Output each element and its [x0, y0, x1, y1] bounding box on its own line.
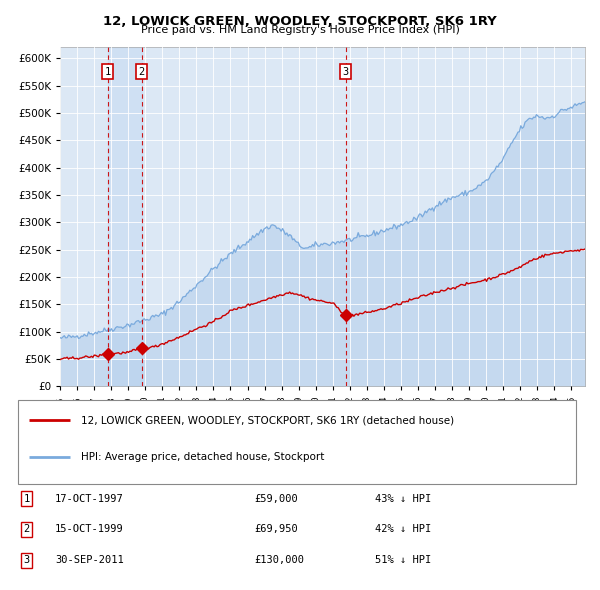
- Text: 2: 2: [23, 525, 29, 535]
- FancyBboxPatch shape: [18, 400, 577, 484]
- Text: 12, LOWICK GREEN, WOODLEY, STOCKPORT, SK6 1RY: 12, LOWICK GREEN, WOODLEY, STOCKPORT, SK…: [103, 15, 497, 28]
- Text: Price paid vs. HM Land Registry's House Price Index (HPI): Price paid vs. HM Land Registry's House …: [140, 25, 460, 35]
- Bar: [107, 47, 142, 386]
- Text: £130,000: £130,000: [254, 555, 304, 565]
- Text: 3: 3: [23, 555, 29, 565]
- Text: 43% ↓ HPI: 43% ↓ HPI: [375, 494, 431, 504]
- Text: £69,950: £69,950: [254, 525, 298, 535]
- Text: 15-OCT-1999: 15-OCT-1999: [55, 525, 124, 535]
- Text: 17-OCT-1997: 17-OCT-1997: [55, 494, 124, 504]
- Text: 12, LOWICK GREEN, WOODLEY, STOCKPORT, SK6 1RY (detached house): 12, LOWICK GREEN, WOODLEY, STOCKPORT, SK…: [81, 415, 454, 425]
- Text: 51% ↓ HPI: 51% ↓ HPI: [375, 555, 431, 565]
- Text: 1: 1: [104, 67, 110, 77]
- Text: 2: 2: [139, 67, 145, 77]
- Text: 30-SEP-2011: 30-SEP-2011: [55, 555, 124, 565]
- Text: 42% ↓ HPI: 42% ↓ HPI: [375, 525, 431, 535]
- Text: £59,000: £59,000: [254, 494, 298, 504]
- Text: HPI: Average price, detached house, Stockport: HPI: Average price, detached house, Stoc…: [81, 451, 325, 461]
- Text: 3: 3: [343, 67, 349, 77]
- Text: 1: 1: [23, 494, 29, 504]
